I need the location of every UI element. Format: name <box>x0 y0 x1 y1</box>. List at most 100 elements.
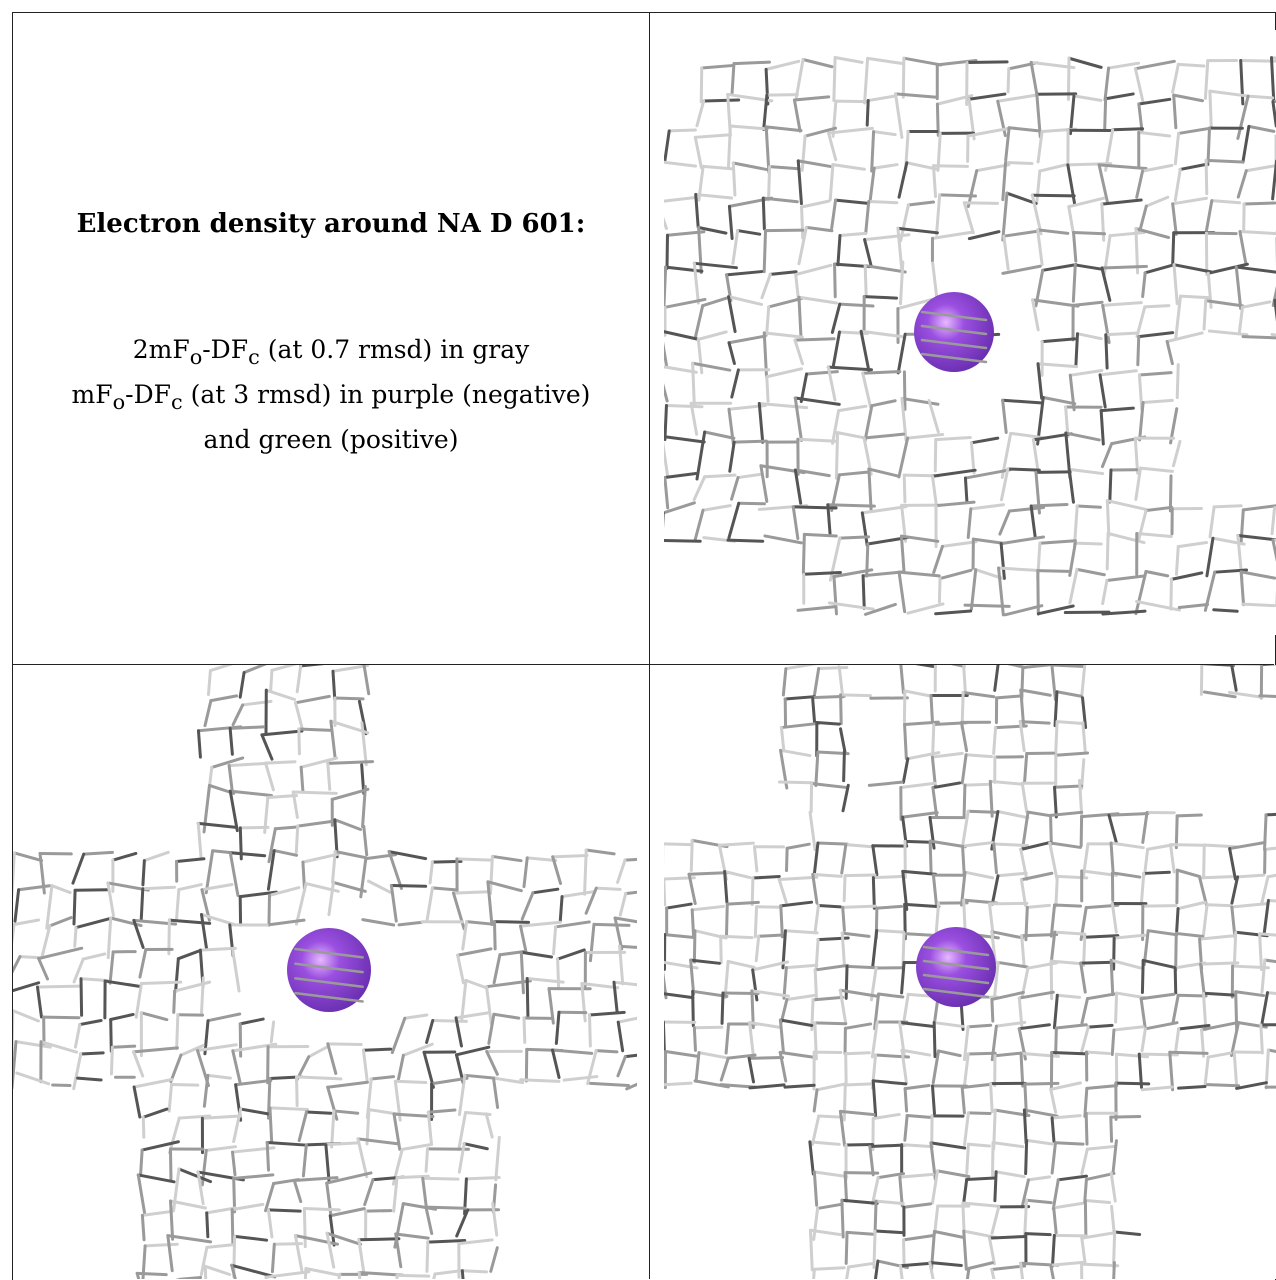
mesh-strand <box>1077 334 1101 339</box>
mesh-strand <box>997 696 1022 698</box>
mesh-strand <box>818 1204 843 1208</box>
mesh-strand <box>591 1083 629 1085</box>
mesh-strand <box>781 723 818 727</box>
mesh-strand <box>965 605 1009 606</box>
mesh-strand <box>272 1244 274 1271</box>
mesh-strand <box>935 440 936 471</box>
mesh-strand <box>1241 60 1243 103</box>
mesh-strand <box>899 163 907 197</box>
mesh-strand <box>786 665 817 669</box>
mesh-strand <box>817 1084 845 1090</box>
mesh-strand <box>995 1172 996 1201</box>
mesh-strand <box>814 1268 844 1270</box>
mesh-strand <box>1143 906 1176 907</box>
mesh-strand <box>803 59 832 66</box>
mesh-strand <box>779 879 786 902</box>
mesh-strand <box>493 1203 497 1235</box>
mesh-strand <box>936 611 971 614</box>
mesh-strand <box>1142 1029 1145 1051</box>
mesh-strand <box>904 475 905 502</box>
mesh-strand <box>177 859 204 862</box>
mesh-strand <box>900 1174 933 1177</box>
mesh-strand <box>695 306 703 339</box>
mesh-strand <box>620 894 625 916</box>
mesh-strand <box>81 979 107 981</box>
mesh-strand <box>695 510 703 539</box>
mesh-strand <box>556 1012 559 1043</box>
mesh-strand <box>729 297 762 305</box>
mesh-strand <box>726 1024 728 1053</box>
mesh-strand <box>842 933 844 965</box>
mesh-strand <box>211 696 237 701</box>
mesh-strand <box>395 1081 426 1082</box>
mesh-strand <box>732 370 739 397</box>
mesh-strand <box>766 127 769 173</box>
mesh-strand <box>1076 334 1078 366</box>
mesh-strand <box>426 1207 432 1233</box>
mesh-strand <box>1082 999 1087 1023</box>
mesh-strand <box>753 876 779 878</box>
mesh-strand <box>1088 1025 1112 1027</box>
mesh-strand <box>1243 302 1270 307</box>
mesh-strand <box>835 58 862 63</box>
mesh-strand <box>1212 201 1240 203</box>
mesh-strand <box>995 665 999 690</box>
mesh-strand <box>863 373 871 407</box>
mesh-strand <box>143 887 175 889</box>
mesh-strand <box>75 890 108 891</box>
mesh-strand <box>705 432 734 438</box>
mesh-strand <box>15 890 19 921</box>
mesh-strand <box>1260 696 1276 697</box>
mesh-strand <box>423 1178 458 1179</box>
mesh-strand <box>1107 501 1108 536</box>
mesh-strand <box>900 1022 934 1026</box>
mesh-strand <box>462 1271 486 1272</box>
mesh-strand <box>697 101 704 126</box>
mesh-strand <box>666 405 702 406</box>
mesh-strand <box>1116 1083 1149 1084</box>
mesh-strand <box>1236 267 1240 308</box>
mesh-strand <box>902 1145 933 1147</box>
mesh-strand <box>962 755 966 783</box>
mesh-strand <box>13 957 20 980</box>
mesh-strand <box>558 959 559 988</box>
mesh-strand <box>804 573 841 575</box>
mesh-strand <box>1103 303 1142 306</box>
mesh-strand <box>1140 206 1147 231</box>
legend-text: 2mF <box>133 335 190 364</box>
mesh-strand <box>734 62 769 63</box>
mesh-strand <box>665 935 695 938</box>
mesh-strand <box>1246 164 1276 170</box>
mesh-strand <box>1236 267 1275 272</box>
mesh-strand <box>1145 306 1169 307</box>
mesh-strand <box>230 727 264 728</box>
mesh-strand <box>793 507 798 539</box>
mesh-strand <box>865 240 872 267</box>
mesh-strand <box>295 1236 301 1270</box>
mesh-strand <box>664 844 690 845</box>
mesh-strand <box>769 298 802 306</box>
mesh-strand <box>1087 1086 1117 1089</box>
mesh-strand <box>1141 994 1174 998</box>
mesh-strand <box>268 1210 300 1211</box>
mesh-strand <box>397 1275 429 1276</box>
mesh-strand <box>266 763 274 790</box>
mesh-strand <box>1087 1146 1114 1149</box>
mesh-strand <box>819 668 847 669</box>
mesh-strand <box>841 695 871 696</box>
mesh-strand <box>1066 433 1099 440</box>
vertical-divider <box>649 12 650 1279</box>
mesh-strand <box>14 853 41 861</box>
mesh-strand <box>727 902 758 904</box>
mesh-strand <box>1241 572 1274 578</box>
mesh-strand <box>934 166 936 197</box>
mesh-strand <box>359 1239 399 1240</box>
mesh-strand <box>488 882 521 891</box>
mesh-strand <box>271 670 272 691</box>
mesh-strand <box>141 1150 143 1176</box>
mesh-strand <box>427 1020 433 1042</box>
mesh-strand <box>1145 265 1174 273</box>
mesh-strand <box>524 858 527 887</box>
mesh-strand <box>1260 934 1262 970</box>
mesh-strand <box>1021 690 1050 695</box>
